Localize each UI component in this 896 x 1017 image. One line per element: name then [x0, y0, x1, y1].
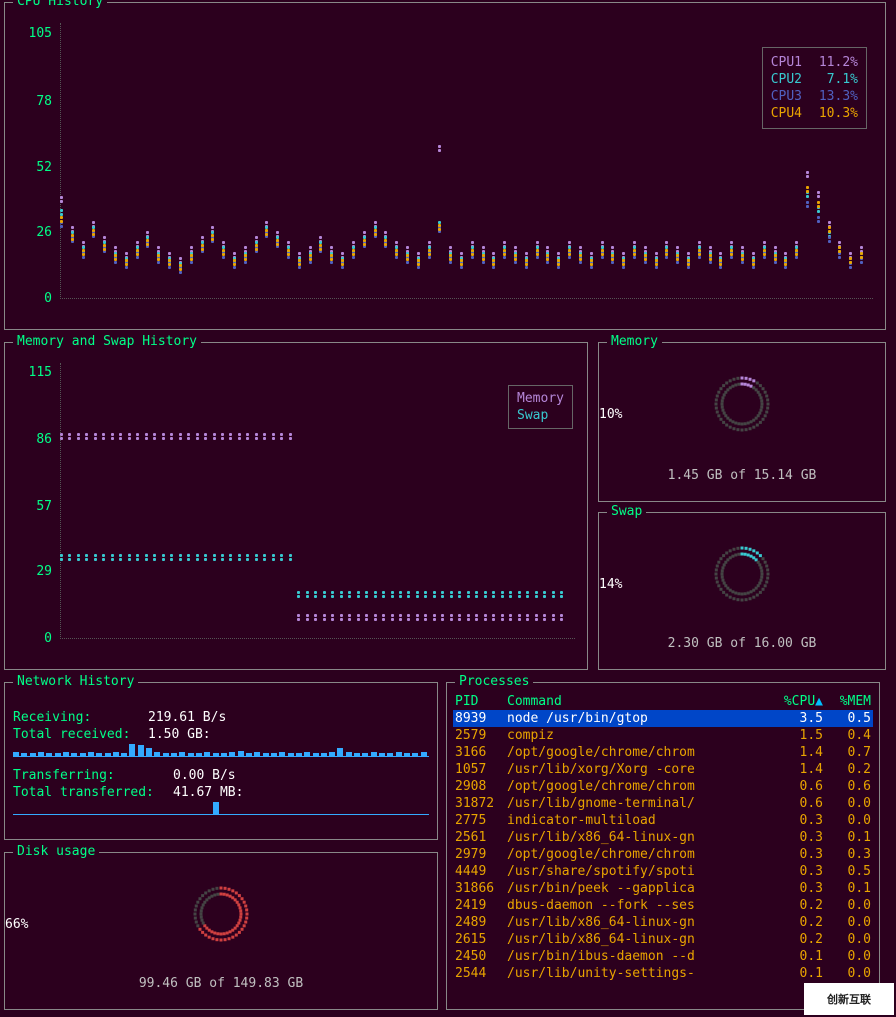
network-tx-sparkline	[13, 803, 429, 815]
cpu-legend: CPU111.2%CPU27.1%CPU313.3%CPU410.3%	[762, 47, 867, 129]
net-tx-total-label: Total transferred:	[13, 784, 173, 801]
net-tx-label: Transferring:	[13, 767, 173, 784]
table-row[interactable]: 2419dbus-daemon --fork --ses0.20.0	[453, 897, 873, 914]
network-body: Receiving:219.61 B/s Total received:1.50…	[13, 709, 429, 825]
table-row[interactable]: 1057/usr/lib/xorg/Xorg -core1.40.2	[453, 761, 873, 778]
net-rx-total-value: 1.50 GB:	[148, 726, 211, 743]
network-rx-sparkline	[13, 745, 429, 757]
table-row[interactable]: 8939node /usr/bin/gtop3.50.5	[453, 710, 873, 727]
net-tx-total-value: 41.67 MB:	[173, 784, 243, 801]
net-rx-value: 219.61 B/s	[148, 709, 226, 726]
memory-percent: 10%	[599, 407, 885, 422]
table-row[interactable]: 4449/usr/share/spotify/spoti0.30.5	[453, 863, 873, 880]
network-panel: Network History Receiving:219.61 B/s Tot…	[4, 682, 438, 840]
mem-history-panel: Memory and Swap History 0295786115 Memor…	[4, 342, 588, 670]
table-row[interactable]: 2544/usr/lib/unity-settings-0.10.0	[453, 965, 873, 982]
disk-panel: Disk usage 66% 99.46 GB of 149.83 GB	[4, 852, 438, 1010]
swap-percent: 14%	[599, 577, 885, 592]
swap-title: Swap	[607, 504, 646, 519]
memory-title: Memory	[607, 334, 662, 349]
disk-donut-icon	[186, 879, 256, 949]
mem-yaxis: 0295786115	[13, 363, 58, 639]
col-cpu[interactable]: %CPU▲	[779, 693, 823, 710]
cpu-chart	[60, 23, 873, 299]
cpu-history-panel: CPU History 0265278105 CPU111.2%CPU27.1%…	[4, 2, 886, 330]
disk-title: Disk usage	[13, 844, 99, 859]
mem-legend: MemorySwap	[508, 385, 573, 429]
swap-donut-icon	[707, 539, 777, 609]
table-row[interactable]: 31872/usr/lib/gnome-terminal/0.60.0	[453, 795, 873, 812]
cpu-yaxis: 0265278105	[13, 23, 58, 299]
col-pid[interactable]: PID	[455, 693, 507, 710]
memory-text: 1.45 GB of 15.14 GB	[599, 468, 885, 483]
memory-panel: Memory 10% 1.45 GB of 15.14 GB	[598, 342, 886, 502]
table-row[interactable]: 2908/opt/google/chrome/chrom0.60.6	[453, 778, 873, 795]
cpu-history-title: CPU History	[13, 0, 107, 9]
disk-percent: 66%	[5, 917, 437, 932]
mem-chart	[60, 363, 575, 639]
col-command[interactable]: Command	[507, 693, 779, 710]
table-row[interactable]: 2579compiz1.50.4	[453, 727, 873, 744]
watermark-logo: 创新互联	[804, 983, 894, 1015]
processes-panel: Processes PID Command %CPU▲ %MEM 8939nod…	[446, 682, 880, 1010]
sort-arrow-icon: ▲	[815, 694, 823, 709]
mem-history-title: Memory and Swap History	[13, 334, 201, 349]
swap-panel: Swap 14% 2.30 GB of 16.00 GB	[598, 512, 886, 670]
table-row[interactable]: 2450/usr/bin/ibus-daemon --d0.10.0	[453, 948, 873, 965]
table-row[interactable]: 31866/usr/bin/peek --gapplica0.30.1	[453, 880, 873, 897]
table-row[interactable]: 2615/usr/lib/x86_64-linux-gn0.20.0	[453, 931, 873, 948]
network-title: Network History	[13, 674, 138, 689]
net-tx-value: 0.00 B/s	[173, 767, 236, 784]
net-rx-total-label: Total received:	[13, 726, 148, 743]
table-row[interactable]: 2775indicator-multiload0.30.0	[453, 812, 873, 829]
col-mem[interactable]: %MEM	[823, 693, 871, 710]
table-row[interactable]: 2561/usr/lib/x86_64-linux-gn0.30.1	[453, 829, 873, 846]
swap-text: 2.30 GB of 16.00 GB	[599, 636, 885, 651]
processes-title: Processes	[455, 674, 533, 689]
processes-header[interactable]: PID Command %CPU▲ %MEM	[453, 693, 873, 710]
net-rx-label: Receiving:	[13, 709, 148, 726]
table-row[interactable]: 2489/usr/lib/x86_64-linux-gn0.20.0	[453, 914, 873, 931]
memory-donut-icon	[707, 369, 777, 439]
table-row[interactable]: 2979/opt/google/chrome/chrom0.30.3	[453, 846, 873, 863]
processes-body: PID Command %CPU▲ %MEM 8939node /usr/bin…	[453, 693, 873, 1005]
disk-text: 99.46 GB of 149.83 GB	[5, 976, 437, 991]
table-row[interactable]: 3166/opt/google/chrome/chrom1.40.7	[453, 744, 873, 761]
